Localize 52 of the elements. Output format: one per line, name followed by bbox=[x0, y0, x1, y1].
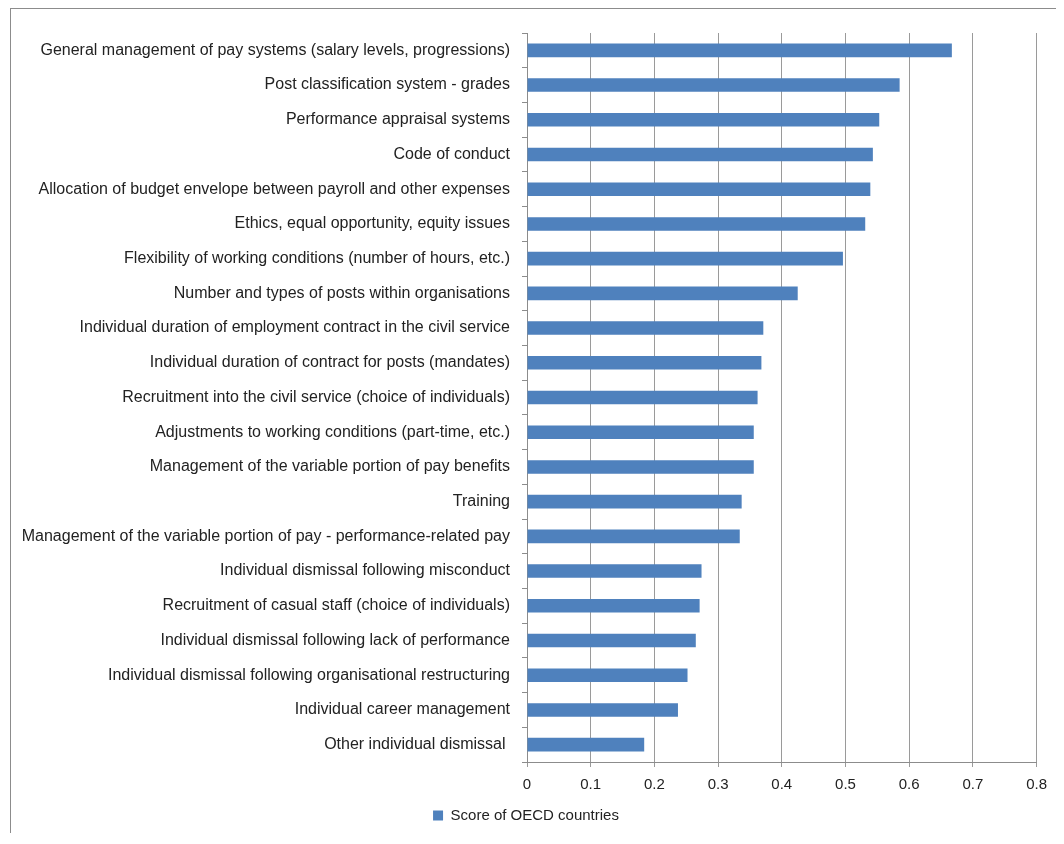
bar bbox=[527, 564, 702, 578]
x-tick-label: 0.7 bbox=[962, 775, 984, 793]
x-tick-label: 0.3 bbox=[707, 775, 729, 793]
x-tick-label: 0 bbox=[522, 775, 532, 793]
x-tick-label: 0.1 bbox=[580, 775, 602, 793]
bar bbox=[527, 251, 843, 266]
bar bbox=[527, 217, 866, 231]
y-tick-label: Management of the variable portion of pay - performance-related pay bbox=[21, 526, 510, 544]
y-tick-label: Individual dismissal following misconduct bbox=[220, 561, 511, 579]
bar bbox=[527, 113, 880, 127]
y-tick-label: Allocation of budget envelope between payroll and other expenses bbox=[38, 179, 510, 197]
x-tick-label: 0.5 bbox=[835, 775, 856, 793]
y-tick-label: Individual duration of contract for posts (mandates) bbox=[149, 353, 510, 371]
bar bbox=[527, 43, 952, 58]
y-tick-label: Post classification system - grades bbox=[264, 75, 510, 93]
x-tick-label: 0.2 bbox=[643, 775, 665, 793]
y-tick-label: Management of the variable portion of pay benefits bbox=[149, 457, 510, 475]
legend-label: Score of OECD countries bbox=[450, 805, 619, 823]
y-tick-label: Other individual dismissal bbox=[324, 735, 510, 753]
x-tick-label: 0.4 bbox=[771, 775, 793, 793]
bar bbox=[527, 182, 871, 196]
bar bbox=[527, 286, 798, 301]
y-tick-label: Individual career management bbox=[294, 700, 511, 718]
bar bbox=[527, 668, 688, 682]
y-tick-label: Recruitment into the civil service (choice of individuals) bbox=[122, 387, 510, 405]
y-tick-label: Ethics, equal opportunity, equity issues bbox=[234, 214, 510, 232]
bar bbox=[527, 460, 754, 474]
x-tick-label: 0.6 bbox=[898, 775, 920, 793]
bar bbox=[527, 147, 873, 162]
y-tick-label: Adjustments to working conditions (part-time, etc.) bbox=[155, 422, 510, 440]
y-tick-label: Training bbox=[452, 492, 510, 510]
y-tick-label: Individual duration of employment contract in the civil service bbox=[79, 318, 511, 336]
y-tick-label: Code of conduct bbox=[393, 144, 511, 162]
bar bbox=[527, 321, 764, 335]
bar bbox=[527, 633, 696, 648]
y-tick-label: Performance appraisal systems bbox=[285, 110, 510, 128]
y-tick-label: Number and types of posts within organisations bbox=[173, 283, 510, 301]
bar bbox=[527, 599, 700, 613]
bar bbox=[527, 529, 740, 544]
bar bbox=[527, 78, 900, 92]
y-tick-label: Individual dismissal following lack of performance bbox=[160, 630, 511, 648]
bar bbox=[527, 494, 742, 509]
bar bbox=[527, 356, 762, 370]
y-tick-label: Individual dismissal following organisational restructuring bbox=[108, 665, 510, 683]
y-tick-label: Recruitment of casual staff (choice of individuals) bbox=[162, 596, 510, 614]
y-tick-label: Flexibility of working conditions (number of hours, etc.) bbox=[124, 249, 510, 267]
bar bbox=[527, 425, 754, 439]
bar bbox=[527, 703, 678, 717]
bar bbox=[527, 737, 645, 752]
bar bbox=[527, 390, 758, 405]
y-tick-label: General management of pay systems (salary levels, progressions) bbox=[40, 40, 510, 58]
x-tick-label: 0.8 bbox=[1026, 775, 1047, 793]
